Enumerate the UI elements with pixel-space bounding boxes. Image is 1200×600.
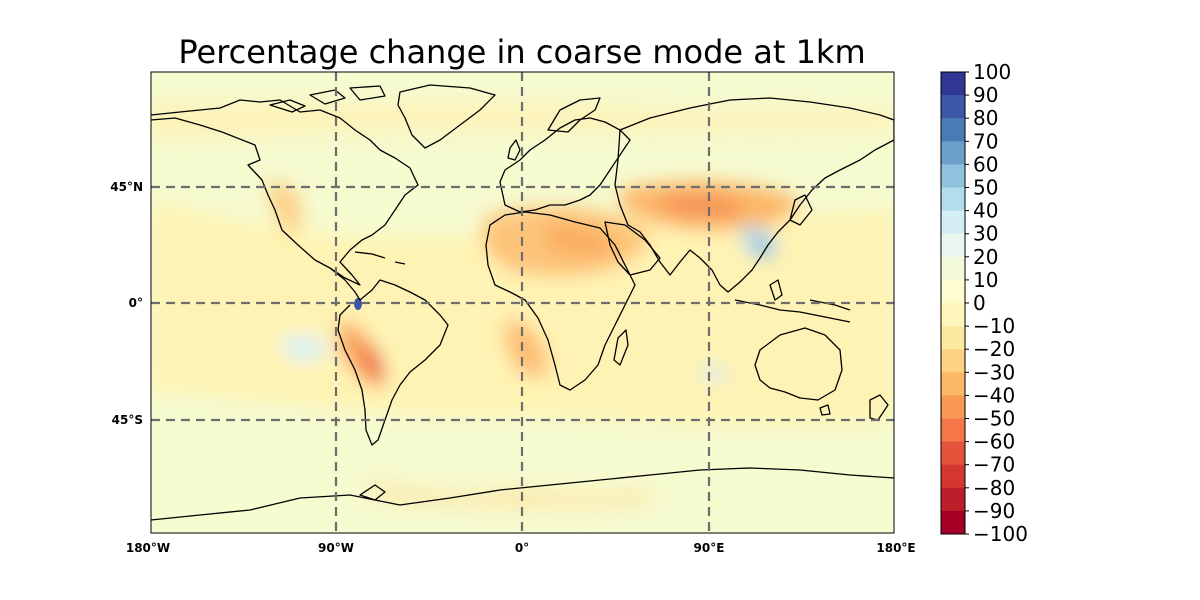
colorbar-segment (941, 418, 965, 443)
colorbar-segment (941, 303, 965, 327)
colorbar-segment (941, 441, 965, 466)
colorbar-tick-label: 100 (973, 60, 1011, 84)
colorbar-tick-label: −100 (973, 522, 1028, 546)
colorbar-segment (941, 210, 965, 235)
colorbar-tick-label: −30 (973, 360, 1015, 384)
colorbar-tick-label: 0 (973, 291, 986, 315)
colorbar-tick-label: −60 (973, 430, 1015, 454)
map-title: Percentage change in coarse mode at 1km (178, 33, 865, 71)
coastlines (151, 84, 894, 521)
lon-label-180w: 180°W (126, 541, 170, 555)
map-frame (150, 71, 895, 534)
colorbar-segment (941, 118, 965, 142)
colorbar-segment (941, 164, 965, 188)
lon-label-0: 0° (515, 541, 529, 555)
colorbar-tick-label: 40 (973, 199, 998, 223)
colorbar-segment (941, 233, 965, 258)
colorbar-segment (941, 395, 965, 419)
colorbar-segment (941, 326, 965, 350)
colorbar: 1009080706050403020100−10−20−30−40−50−60… (940, 60, 1028, 546)
lon-label-90w: 90°W (318, 541, 354, 555)
gridlines (151, 72, 894, 533)
lat-label-0: 0° (129, 296, 143, 310)
colorbar-tick-label: 50 (973, 176, 998, 200)
map-panel (151, 72, 894, 533)
colorbar-tick-label: −80 (973, 476, 1015, 500)
colorbar-tick-label: −70 (973, 453, 1015, 477)
lon-label-180e: 180°E (876, 541, 915, 555)
colorbar-segment (941, 256, 965, 281)
colorbar-tick-label: −40 (973, 383, 1015, 407)
colorbar-segment (941, 464, 965, 489)
colorbar-segment (941, 72, 965, 96)
colorbar-tick-label: 80 (973, 106, 998, 130)
lat-label-45n: 45°N (110, 180, 143, 194)
colorbar-segment (941, 187, 965, 212)
colorbar-segment (941, 510, 965, 535)
blue-spot-marker (354, 298, 362, 310)
colorbar-segment (941, 372, 965, 396)
colorbar-segment (941, 279, 965, 304)
colorbar-tick-label: 90 (973, 83, 998, 107)
lon-tick-labels: 180°W 90°W 0° 90°E 180°E (126, 541, 916, 555)
colorbar-segment (941, 487, 965, 512)
colorbar-tick-label: 60 (973, 152, 998, 176)
lon-label-90e: 90°E (694, 541, 725, 555)
colorbar-segment (941, 95, 965, 119)
colorbar-tick-label: 30 (973, 222, 998, 246)
colorbar-tick-label: −20 (973, 337, 1015, 361)
colorbar-segment (941, 141, 965, 165)
colorbar-tick-label: −10 (973, 314, 1015, 338)
colorbar-tick-label: 70 (973, 129, 998, 153)
colorbar-segment (941, 349, 965, 373)
colorbar-tick-label: 10 (973, 268, 998, 292)
colorbar-tick-label: 20 (973, 245, 998, 269)
colorbar-tick-label: −90 (973, 499, 1015, 523)
lat-label-45s: 45°S (112, 413, 143, 427)
colorbar-tick-label: −50 (973, 407, 1015, 431)
lat-tick-labels: 45°N 0° 45°S (110, 180, 143, 427)
